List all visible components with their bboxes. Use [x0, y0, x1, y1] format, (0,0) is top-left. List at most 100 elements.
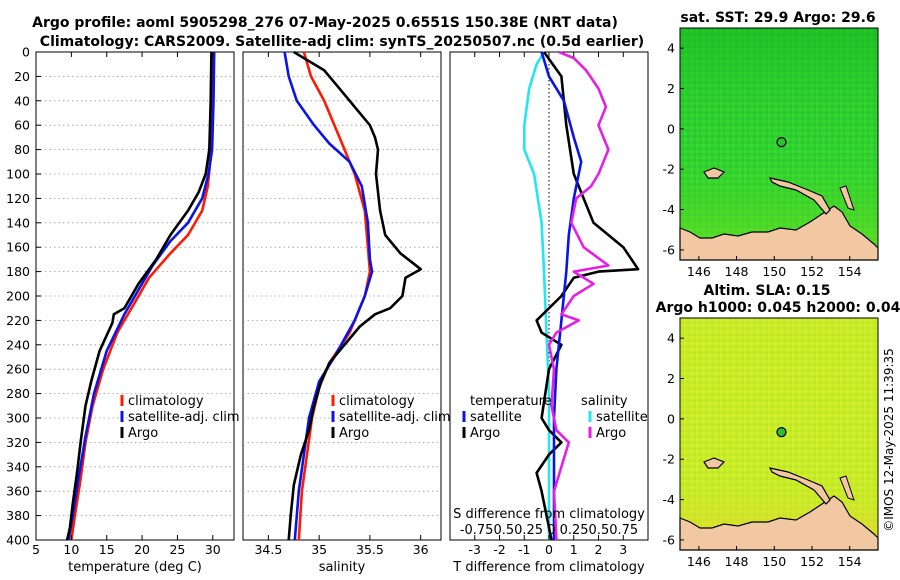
- argo-float-marker: [776, 426, 787, 438]
- new-guinea-coastline: [679, 205, 879, 261]
- y-tick-label: 20: [14, 69, 30, 84]
- sla-map-frame: [679, 317, 879, 551]
- x-tick-label: 35.5: [356, 542, 384, 557]
- series-line-argo: [65, 51, 213, 541]
- map-x-tick-label: 152: [800, 554, 824, 569]
- map-y-tick-label: 0: [667, 121, 675, 136]
- y-tick-label: 160: [6, 240, 30, 255]
- x-tick-label: 2: [595, 542, 603, 557]
- x-tick-label: 5: [32, 542, 40, 557]
- x-tick-label: 1: [570, 542, 578, 557]
- map-y-tick-label: 2: [667, 81, 675, 96]
- x-tick-label: -3: [469, 542, 481, 557]
- difference-legend: temperature salinity satellite Argo sate…: [462, 394, 648, 441]
- x-tick-label: 0: [545, 542, 553, 557]
- temperature-profile-panel: 0 20 40 60 80 100 120 140 160 180 200 220 240 260 280 3…: [6, 45, 239, 576]
- new-guinea-coastline: [679, 495, 879, 551]
- x-tick-label: -2: [493, 542, 505, 557]
- map-y-tick-label: 0: [667, 411, 675, 426]
- legend-satellite-label: satellite-adj. clim: [339, 410, 451, 425]
- y-tick-label: 200: [6, 289, 30, 304]
- map-y-tick-label: -2: [663, 162, 675, 177]
- y-tick-label: 380: [6, 508, 30, 523]
- bougainville-coastline: [839, 185, 855, 211]
- y-tick-label: 360: [6, 484, 30, 499]
- legend-t-argo-label: Argo: [470, 426, 500, 441]
- map-y-tick-label: -6: [663, 532, 676, 547]
- map-x-tick-label: 150: [762, 264, 786, 279]
- map-x-tick-label: 146: [687, 554, 711, 569]
- manus-island-coastline: [703, 167, 726, 179]
- y-tick-label: 220: [6, 313, 30, 328]
- series-line-s-argo: [547, 50, 610, 541]
- series-line-argo: [287, 50, 423, 541]
- map-x-tick-label: 150: [762, 554, 786, 569]
- difference-profile-panel: -3 -2 -1 0 1 2 3 T difference from climatology…: [449, 50, 649, 575]
- s-difference-ticks: -0.750.50.25 0 0.250.50.75: [460, 523, 638, 538]
- legend-t-satellite-label: satellite: [470, 410, 522, 425]
- y-tick-label: 400: [6, 533, 30, 548]
- temperature-legend: climatology satellite-adj. clim Argo: [120, 394, 240, 441]
- salinity-profile-panel: 34.5 35 35.5 36 salinity climatology satell…: [242, 50, 451, 575]
- map-y-tick-label: -2: [663, 452, 675, 467]
- difference-xlabel: T difference from climatology: [452, 560, 645, 575]
- y-tick-label: 240: [6, 337, 30, 352]
- map-x-tick-label: 148: [725, 554, 749, 569]
- map-y-tick-label: 4: [667, 41, 675, 56]
- x-tick-label: 25: [169, 542, 185, 557]
- sst-map-title: sat. SST: 29.9 Argo: 29.6: [680, 10, 875, 26]
- sst-map-panel: sat. SST: 29.9 Argo: 29.6 4 2 0 -2 -4 -6 146 1…: [663, 10, 879, 279]
- legend-s-satellite-label: satellite: [596, 410, 648, 425]
- legend-temperature-header: temperature: [470, 394, 552, 409]
- y-tick-label: 100: [6, 167, 30, 182]
- temperature-xlabel: temperature (deg C): [68, 560, 202, 575]
- map-x-tick-label: 154: [838, 554, 862, 569]
- y-tick-label: 0: [22, 45, 30, 60]
- x-tick-label: -1: [518, 542, 530, 557]
- x-tick-label: 10: [63, 542, 79, 557]
- x-tick-label: 3: [619, 542, 627, 557]
- bougainville-coastline: [839, 475, 855, 501]
- legend-argo-label: Argo: [339, 426, 369, 441]
- figure-title-line2: Climatology: CARS2009. Satellite-adj cli…: [40, 34, 644, 50]
- sla-map-subtitle: Argo h1000: 0.045 h2000: 0.04: [656, 300, 900, 316]
- y-tick-label: 120: [6, 191, 30, 206]
- map-y-tick-label: -4: [663, 492, 676, 507]
- sla-map-panel: Altim. SLA: 0.15 Argo h1000: 0.045 h2000…: [656, 283, 900, 569]
- y-tick-label: 80: [14, 142, 30, 157]
- series-line-t-satellite: [522, 51, 551, 540]
- y-tick-label: 260: [6, 362, 30, 377]
- y-tick-label: 140: [6, 215, 30, 230]
- argo-float-marker: [776, 136, 787, 148]
- map-x-tick-label: 152: [800, 264, 824, 279]
- y-tick-label: 340: [6, 459, 30, 474]
- map-x-tick-label: 146: [687, 264, 711, 279]
- map-x-tick-label: 154: [838, 264, 862, 279]
- imos-timestamp: ©IMOS 12-May-2025 11:39:35: [882, 348, 896, 532]
- legend-salinity-header: salinity: [581, 394, 628, 409]
- series-line-satellite-adj-clim: [283, 51, 374, 541]
- y-tick-label: 60: [14, 118, 30, 133]
- map-y-tick-label: 4: [667, 331, 675, 346]
- map-y-tick-label: 2: [667, 371, 675, 386]
- legend-climatology-label: climatology: [339, 394, 415, 409]
- new-ireland-coastline: [768, 177, 831, 215]
- y-tick-label: 40: [14, 93, 30, 108]
- s-difference-label: S difference from climatology: [453, 507, 645, 522]
- new-ireland-coastline: [768, 467, 831, 505]
- series-line-satellite-adj-clim: [67, 51, 216, 541]
- x-tick-label: 15: [99, 542, 115, 557]
- y-tick-label: 320: [6, 435, 30, 450]
- x-tick-label: 34.5: [254, 542, 282, 557]
- sst-map-frame: [679, 27, 879, 261]
- x-tick-label: 36: [413, 542, 429, 557]
- y-tick-label: 300: [6, 411, 30, 426]
- x-tick-label: 20: [134, 542, 150, 557]
- map-y-tick-label: -6: [663, 242, 676, 257]
- x-tick-label: 35: [311, 542, 327, 557]
- y-tick-label: 180: [6, 264, 30, 279]
- sla-map-title: Altim. SLA: 0.15: [703, 283, 830, 299]
- y-tick-label: 280: [6, 386, 30, 401]
- salinity-legend: climatology satellite-adj. clim Argo: [331, 394, 451, 441]
